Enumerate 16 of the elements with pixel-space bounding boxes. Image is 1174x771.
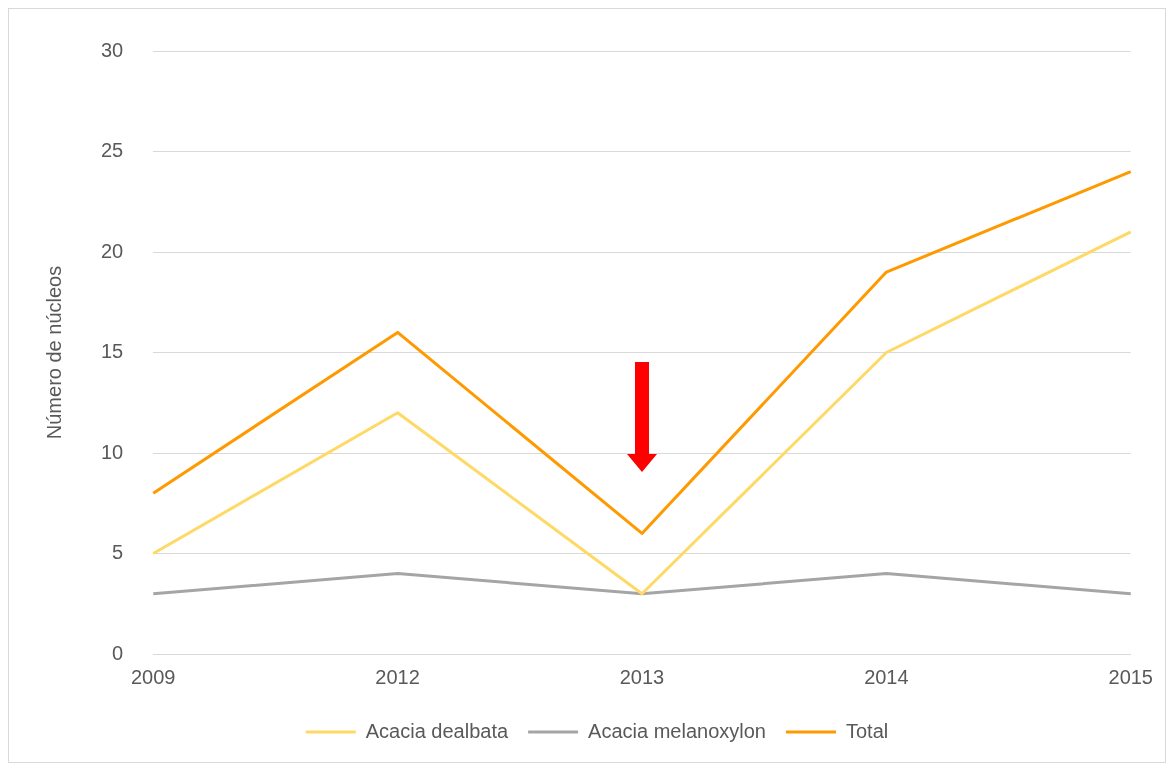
y-tick-label: 15 (101, 340, 124, 363)
y-tick-label: 10 (101, 440, 124, 463)
y-tick-label: 20 (101, 239, 124, 262)
y-axis-title: Número de núcleos (42, 265, 65, 440)
legend-label: Total (845, 719, 889, 742)
x-tick-label: 2013 (619, 665, 665, 688)
x-tick-label: 2009 (131, 665, 176, 688)
y-tick-label: 0 (112, 641, 124, 664)
legend-label: Acacia melanoxylon (588, 719, 766, 742)
y-tick-label: 5 (112, 541, 124, 564)
x-tick-label: 2014 (864, 665, 909, 688)
legend-label: Acacia dealbata (365, 719, 509, 742)
x-tick-label: 2012 (375, 665, 420, 688)
x-tick-label: 2015 (1108, 665, 1153, 688)
y-tick-label: 25 (101, 139, 124, 162)
y-tick-label: 30 (101, 38, 124, 61)
